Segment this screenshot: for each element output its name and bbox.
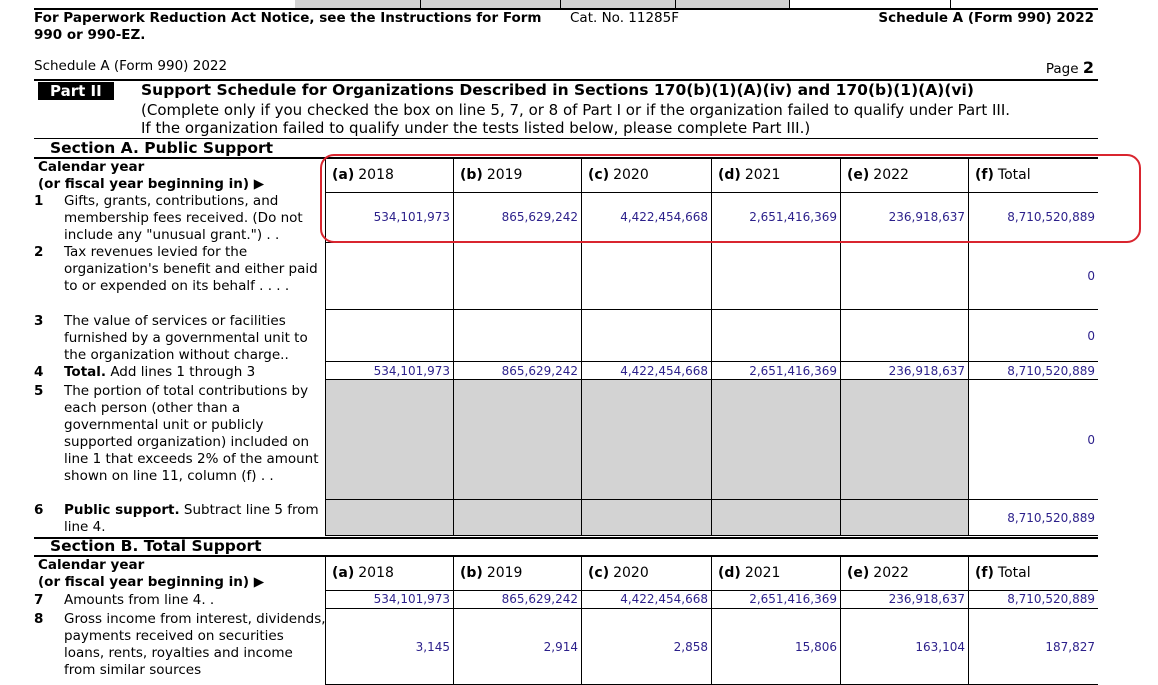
paperwork-notice: For Paperwork Reduction Act Notice, see … <box>34 10 542 43</box>
line-number: 5 <box>34 383 44 399</box>
line-1-value-total[interactable]: 8,710,520,889 <box>968 192 1098 243</box>
part-title: Support Schedule for Organizations Descr… <box>141 81 974 99</box>
line-number: 3 <box>34 313 44 329</box>
column-header-2020: (c) 2020 <box>581 556 711 591</box>
page-header-form-id: Schedule A (Form 990) 2022 <box>34 58 228 74</box>
line-7-value-2020[interactable]: 4,422,454,668 <box>581 590 711 609</box>
line-1-value-2021[interactable]: 2,651,416,369 <box>711 192 840 243</box>
line-number: 2 <box>34 244 44 260</box>
column-header-total: (f) Total <box>968 556 1098 591</box>
line-7-value-2019[interactable]: 865,629,242 <box>453 590 581 609</box>
line-2-value-2018[interactable] <box>325 243 453 310</box>
line-8-value-total[interactable]: 187,827 <box>968 609 1098 685</box>
line-1-value-2020[interactable]: 4,422,454,668 <box>581 192 711 243</box>
line-7-value-total[interactable]: 8,710,520,889 <box>968 590 1098 609</box>
column-header-2020: (c) 2020 <box>581 158 711 193</box>
line-5-value-2021[interactable] <box>711 380 840 500</box>
line-1-value-2022[interactable]: 236,918,637 <box>840 192 968 243</box>
line-3-value-2018[interactable] <box>325 310 453 362</box>
line-3-value-total[interactable]: 0 <box>968 310 1098 362</box>
column-header-2018: (a) 2018 <box>325 556 453 591</box>
line-8-value-2021[interactable]: 15,806 <box>711 609 840 685</box>
column-header-2021: (d) 2021 <box>711 158 840 193</box>
line-description: The portion of total contributions by ea… <box>64 383 319 484</box>
line-description: Public support. Subtract line 5 from lin… <box>64 502 319 535</box>
line-7-value-2018[interactable]: 534,101,973 <box>325 590 453 609</box>
line-6-value-2018[interactable] <box>325 500 453 536</box>
line-8-value-2022[interactable]: 163,104 <box>840 609 968 685</box>
line-1-value-2019[interactable]: 865,629,242 <box>453 192 581 243</box>
line-number: 8 <box>34 611 44 627</box>
line-4-value-2018[interactable]: 534,101,973 <box>325 362 453 380</box>
line-5-value-2019[interactable] <box>453 380 581 500</box>
column-header-2019: (b) 2019 <box>453 556 581 591</box>
line-4-value-2020[interactable]: 4,422,454,668 <box>581 362 711 380</box>
line-7-value-2021[interactable]: 2,651,416,369 <box>711 590 840 609</box>
line-6-value-total[interactable]: 8,710,520,889 <box>968 500 1098 536</box>
line-number: 1 <box>34 193 44 209</box>
line-description: Gross income from interest, dividends, p… <box>64 611 326 678</box>
part-label: Part II <box>38 82 114 100</box>
page-number: Page 2 <box>1045 58 1094 77</box>
line-number: 6 <box>34 502 44 518</box>
line-2-value-total[interactable]: 0 <box>968 243 1098 310</box>
line-description: Total. Add lines 1 through 3 <box>64 364 256 380</box>
footer-form-id: Schedule A (Form 990) 2022 <box>878 10 1094 26</box>
line-number: 4 <box>34 364 44 380</box>
calendar-year-label-b: Calendar year <box>38 557 145 573</box>
part-instructions-2: If the organization failed to qualify un… <box>141 119 811 137</box>
line-3-value-2019[interactable] <box>453 310 581 362</box>
section-a-title: Section A. Public Support <box>50 139 274 157</box>
column-header-2022: (e) 2022 <box>840 158 968 193</box>
line-5-value-2022[interactable] <box>840 380 968 500</box>
line-6-value-2021[interactable] <box>711 500 840 536</box>
column-header-2019: (b) 2019 <box>453 158 581 193</box>
cat-no: Cat. No. 11285F <box>570 10 679 26</box>
section-b-title: Section B. Total Support <box>50 537 262 555</box>
column-header-total: (f) Total <box>968 158 1098 193</box>
line-2-value-2019[interactable] <box>453 243 581 310</box>
calendar-year-label: Calendar year <box>38 159 145 175</box>
previous-page-row <box>0 0 1098 8</box>
line-description: Tax revenues levied for the organization… <box>64 244 318 294</box>
line-4-value-2022[interactable]: 236,918,637 <box>840 362 968 380</box>
line-6-value-2019[interactable] <box>453 500 581 536</box>
line-8-value-2020[interactable]: 2,858 <box>581 609 711 685</box>
line-8-value-2018[interactable]: 3,145 <box>325 609 453 685</box>
line-2-value-2021[interactable] <box>711 243 840 310</box>
line-3-value-2022[interactable] <box>840 310 968 362</box>
line-description: The value of services or facilities furn… <box>64 313 308 363</box>
line-3-value-2021[interactable] <box>711 310 840 362</box>
line-4-value-total[interactable]: 8,710,520,889 <box>968 362 1098 380</box>
line-6-value-2020[interactable] <box>581 500 711 536</box>
line-2-value-2020[interactable] <box>581 243 711 310</box>
line-1-value-2018[interactable]: 534,101,973 <box>325 192 453 243</box>
line-5-value-2018[interactable] <box>325 380 453 500</box>
column-header-2021: (d) 2021 <box>711 556 840 591</box>
part-instructions-1: (Complete only if you checked the box on… <box>141 101 1011 119</box>
fiscal-year-label-b: (or fiscal year beginning in) ▶ <box>38 574 265 590</box>
line-2-value-2022[interactable] <box>840 243 968 310</box>
line-description: Amounts from line 4. . <box>64 592 215 608</box>
line-4-value-2019[interactable]: 865,629,242 <box>453 362 581 380</box>
line-4-value-2021[interactable]: 2,651,416,369 <box>711 362 840 380</box>
line-number: 7 <box>34 592 44 608</box>
column-header-2018: (a) 2018 <box>325 158 453 193</box>
fiscal-year-label: (or fiscal year beginning in) ▶ <box>38 176 265 192</box>
line-8-value-2019[interactable]: 2,914 <box>453 609 581 685</box>
line-description: Gifts, grants, contributions, and member… <box>64 193 303 243</box>
line-5-value-2020[interactable] <box>581 380 711 500</box>
column-header-2022: (e) 2022 <box>840 556 968 591</box>
line-6-value-2022[interactable] <box>840 500 968 536</box>
line-3-value-2020[interactable] <box>581 310 711 362</box>
line-7-value-2022[interactable]: 236,918,637 <box>840 590 968 609</box>
line-5-value-total[interactable]: 0 <box>968 380 1098 500</box>
